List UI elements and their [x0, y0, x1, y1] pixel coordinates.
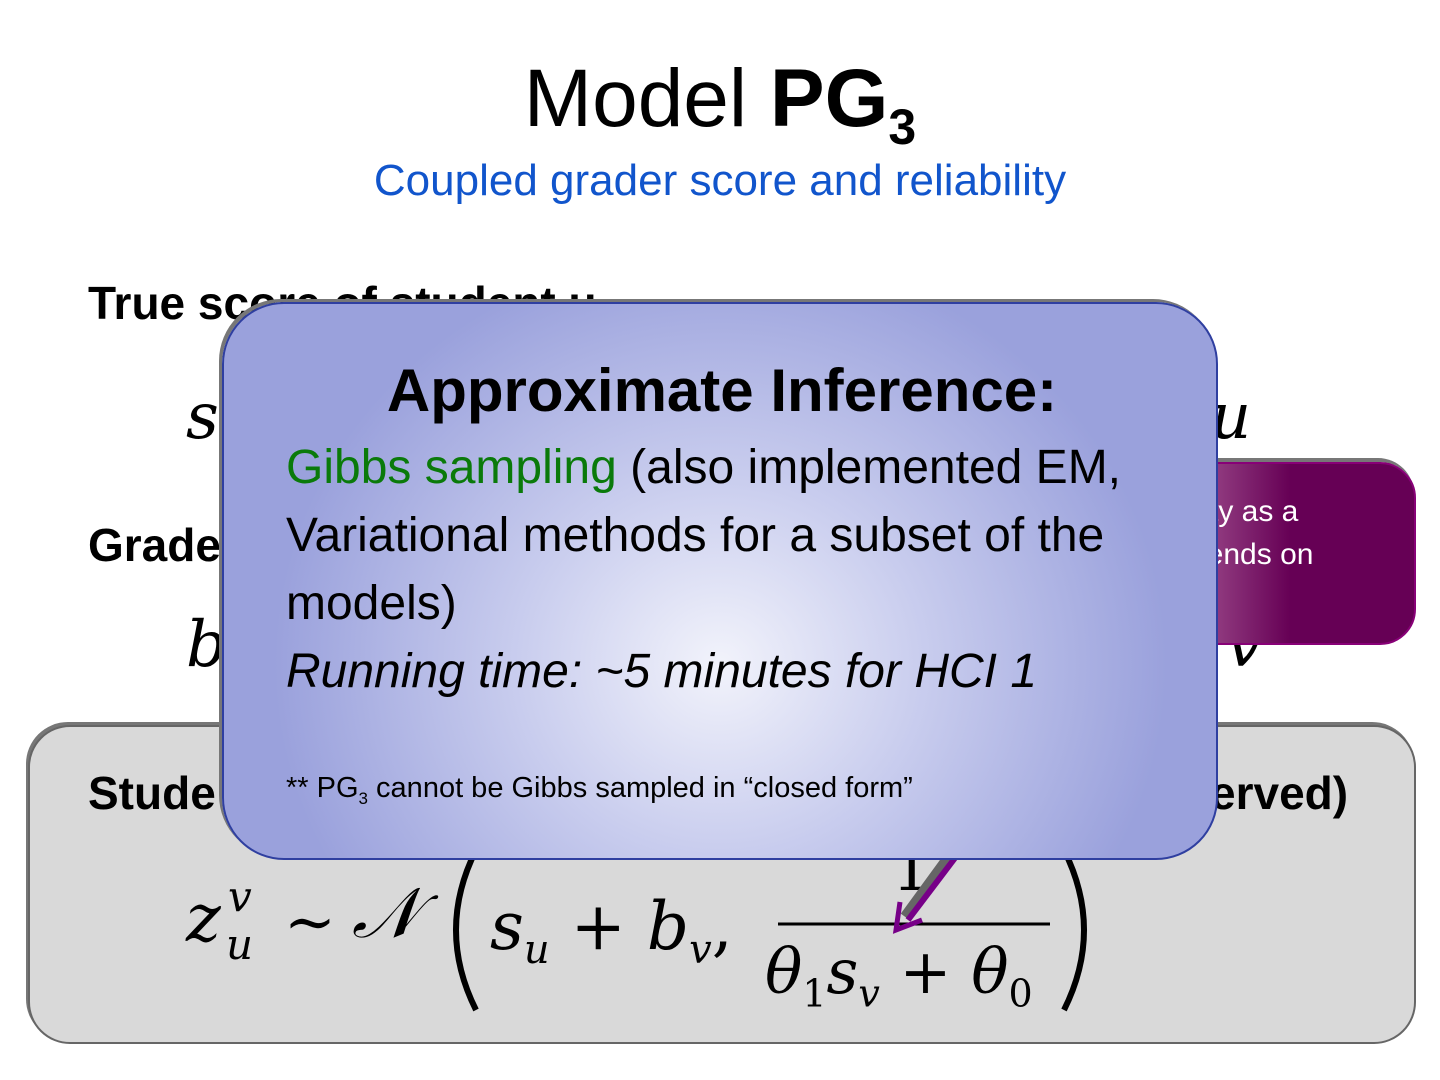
callout-line: pends on: [1190, 538, 1314, 571]
mean-expression: su + bv,: [490, 888, 733, 974]
callout-line: r!: [1190, 576, 1410, 619]
student-heading-left: Stude: [88, 767, 216, 819]
slide-subtitle: Coupled grader score and reliability: [373, 156, 1067, 205]
true-score-formula-left: s: [186, 380, 219, 454]
student-heading-right: erved): [1210, 767, 1349, 819]
callout-line: ility as a: [1190, 495, 1299, 528]
z-sub: u: [226, 920, 254, 969]
normal-symbol: 𝒩: [352, 872, 420, 954]
approximate-inference-callout: Approximate Inference: Gibbs sampling (a…: [222, 302, 1218, 860]
reliability-callout-text: ility as a pends on r!: [1190, 490, 1410, 619]
sim-symbol: ∼: [284, 885, 336, 958]
callout-title: Approximate Inference:: [386, 357, 1058, 424]
callout-body: Gibbs sampling (also implemented EM, Var…: [286, 441, 1122, 698]
z-sup: v: [228, 872, 252, 921]
z-var: z: [186, 880, 221, 957]
grader-heading: Grade: [88, 519, 221, 571]
gibbs-text: Gibbs sampling: [286, 441, 617, 494]
denominator: θ1sv + θ0: [765, 935, 1033, 1016]
running-time: Running time: ~5 minutes for HCI 1: [286, 645, 1038, 698]
slide-title: Model PG3: [523, 53, 917, 155]
callout-note: ** PG3 cannot be Gibbs sampled in “close…: [286, 772, 913, 808]
grader-formula-left: b: [186, 608, 227, 682]
